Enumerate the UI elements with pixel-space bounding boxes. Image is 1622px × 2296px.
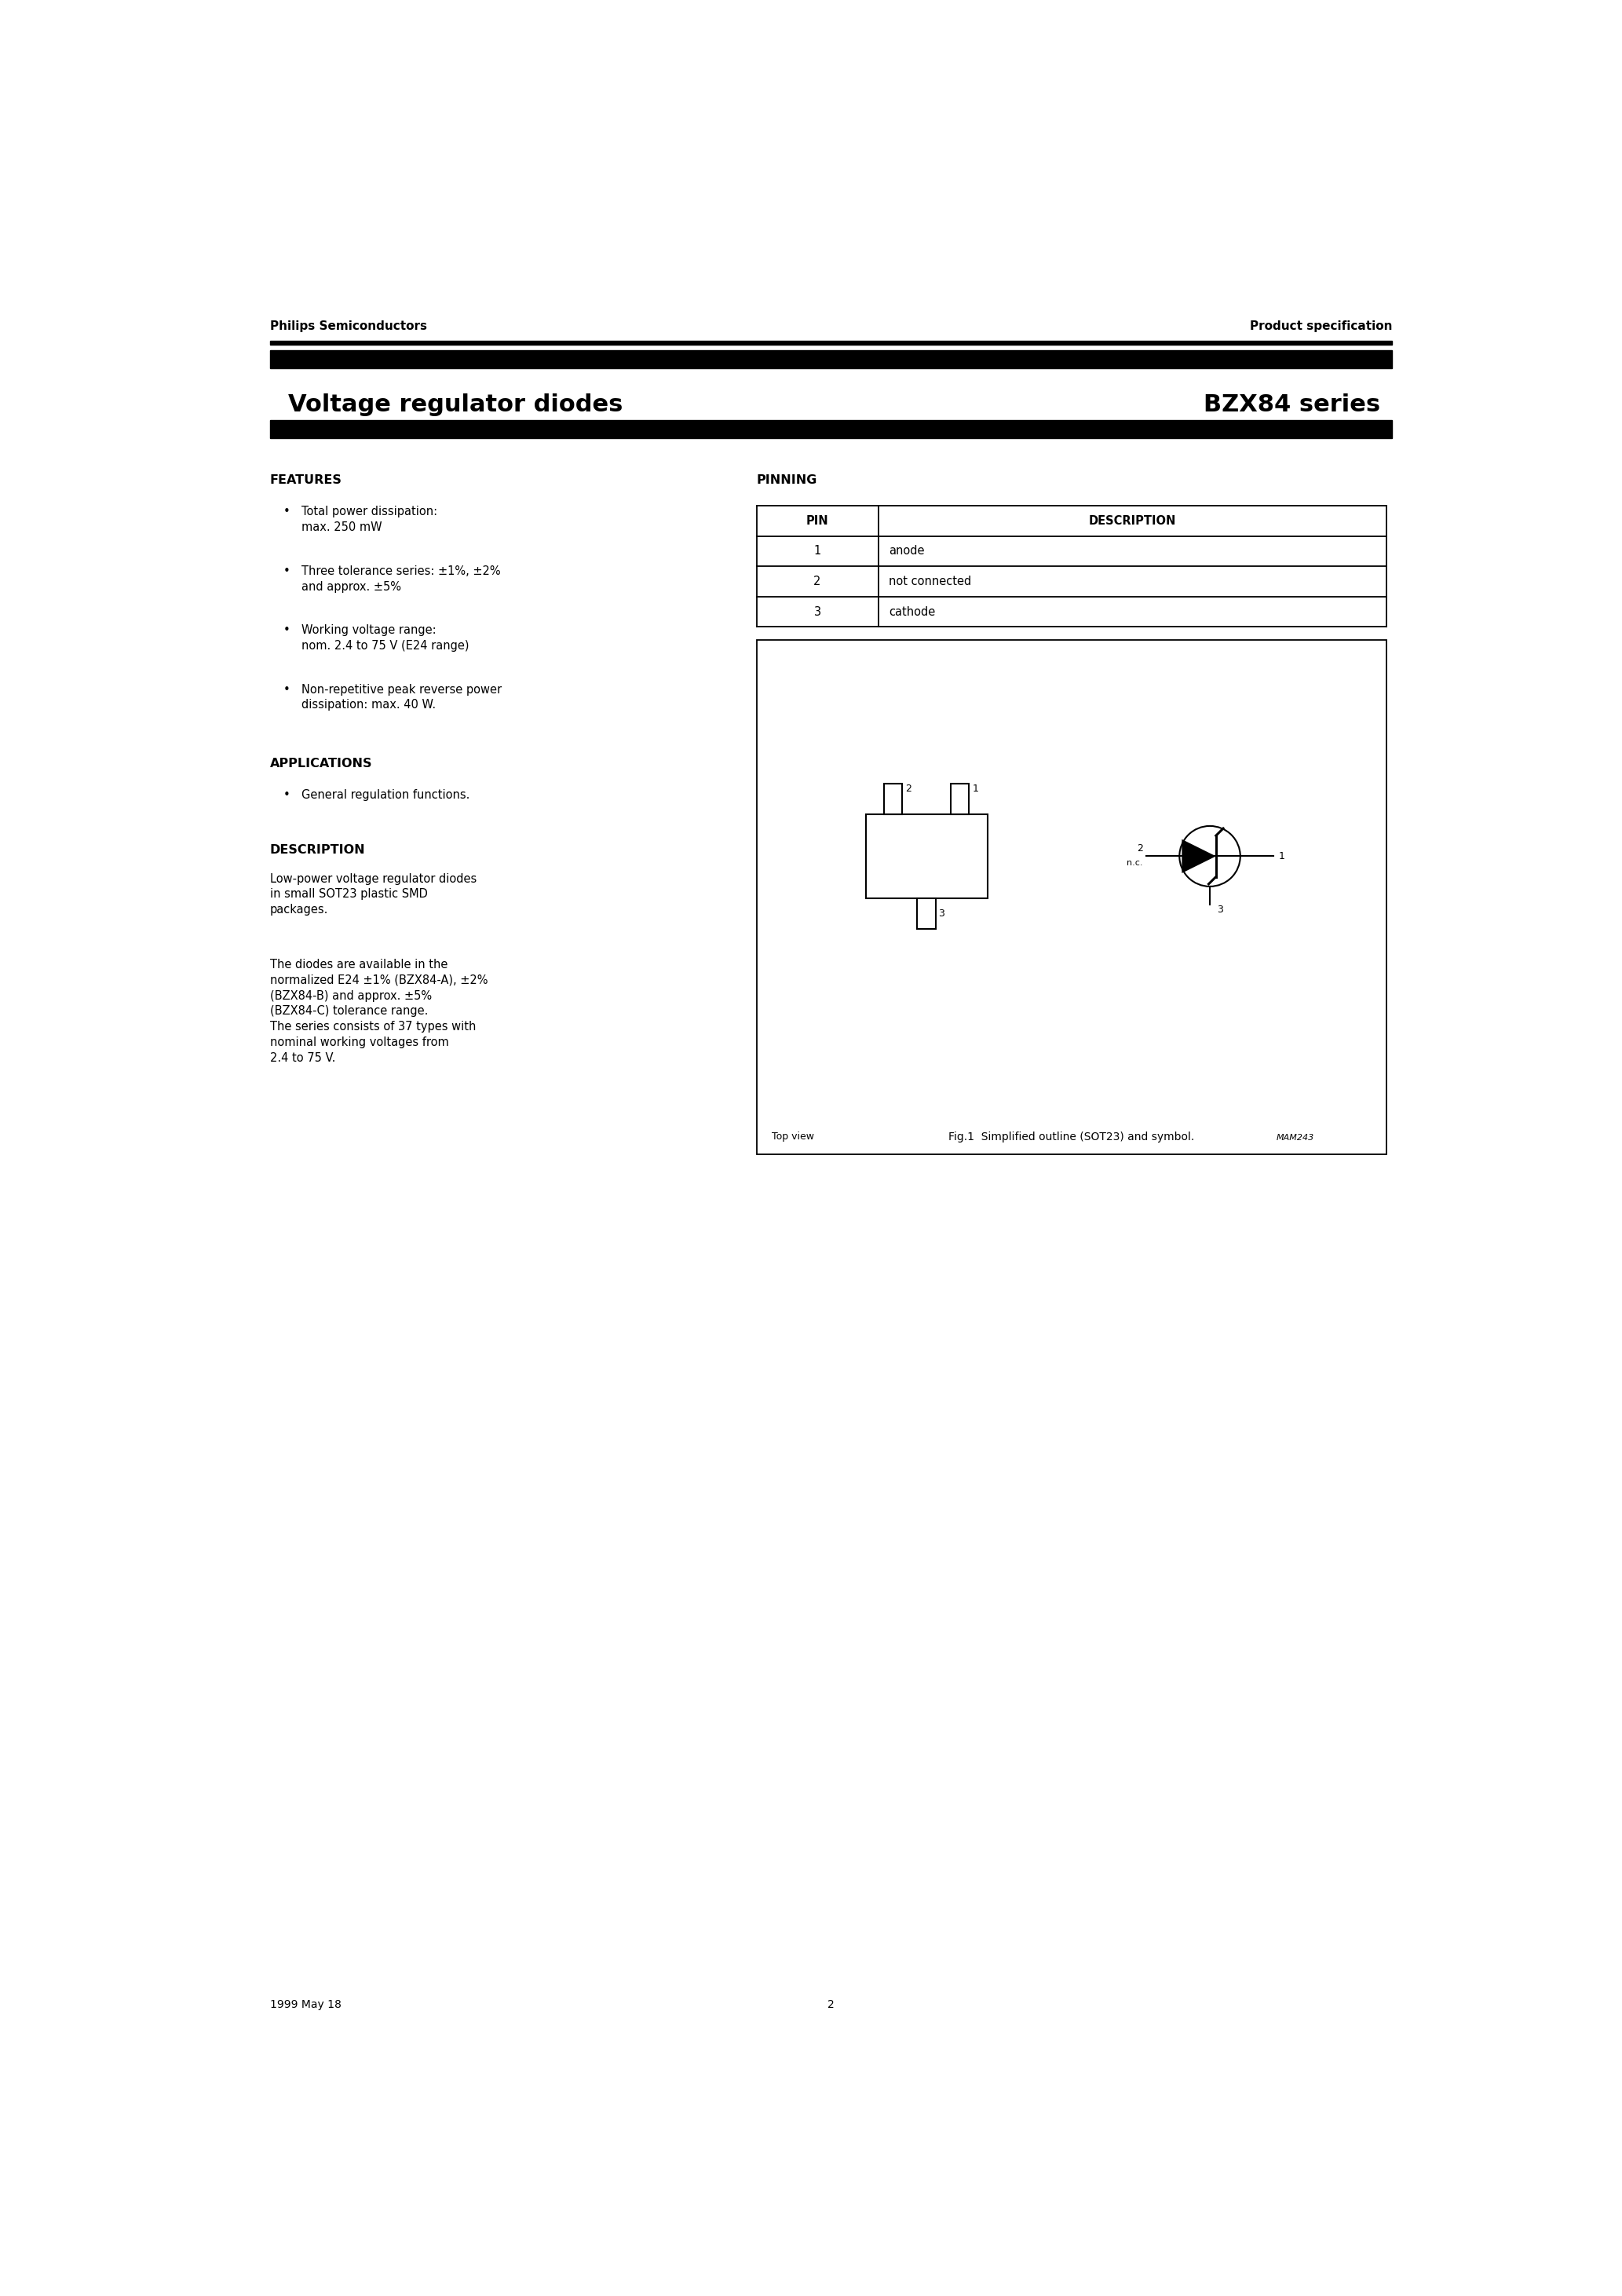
Text: not connected: not connected (889, 576, 972, 588)
Text: n.c.: n.c. (1127, 859, 1144, 868)
Text: Three tolerance series: ±1%, ±2%
and approx. ±5%: Three tolerance series: ±1%, ±2% and app… (302, 565, 501, 592)
Text: 2: 2 (905, 783, 912, 794)
Bar (269, 340, 1392, 344)
Text: General regulation functions.: General regulation functions. (302, 790, 470, 801)
Text: The diodes are available in the
normalized E24 ±1% (BZX84-A), ±2%
(BZX84-B) and : The diodes are available in the normaliz… (269, 960, 488, 1063)
Text: Product specification: Product specification (1251, 319, 1392, 333)
Text: 2: 2 (827, 2000, 834, 2011)
Text: •: • (284, 565, 290, 576)
Text: •: • (284, 505, 290, 517)
Text: APPLICATIONS: APPLICATIONS (269, 758, 371, 769)
Text: 1999 May 18: 1999 May 18 (269, 2000, 341, 2011)
Text: DESCRIPTION: DESCRIPTION (269, 845, 365, 856)
Text: Non-repetitive peak reverse power
dissipation: max. 40 W.: Non-repetitive peak reverse power dissip… (302, 684, 501, 712)
Bar (884, 783, 902, 813)
Text: •: • (284, 684, 290, 696)
Text: MAM243: MAM243 (1277, 1134, 1314, 1141)
Text: cathode: cathode (889, 606, 936, 618)
Text: Low-power voltage regulator diodes
in small SOT23 plastic SMD
packages.: Low-power voltage regulator diodes in sm… (269, 872, 477, 916)
Bar (269, 420, 1392, 439)
Bar (866, 813, 988, 898)
Bar (269, 351, 1392, 370)
Text: •: • (284, 790, 290, 801)
Text: FEATURES: FEATURES (269, 475, 342, 487)
Text: DESCRIPTION: DESCRIPTION (1088, 514, 1176, 526)
Text: 1: 1 (1278, 852, 1285, 861)
Text: 3: 3 (1216, 905, 1223, 914)
Text: Voltage regulator diodes: Voltage regulator diodes (289, 393, 623, 416)
Text: PINNING: PINNING (756, 475, 817, 487)
Text: •: • (284, 625, 290, 636)
Text: 1: 1 (814, 546, 821, 558)
Text: 2: 2 (1137, 843, 1144, 854)
Text: Total power dissipation:
max. 250 mW: Total power dissipation: max. 250 mW (302, 505, 438, 533)
Text: 1: 1 (972, 783, 978, 794)
Polygon shape (1182, 840, 1216, 872)
Text: Working voltage range:
nom. 2.4 to 75 V (E24 range): Working voltage range: nom. 2.4 to 75 V … (302, 625, 469, 652)
Text: Fig.1  Simplified outline (SOT23) and symbol.: Fig.1 Simplified outline (SOT23) and sym… (949, 1132, 1194, 1143)
Bar (756, 641, 1387, 1155)
Text: 3: 3 (814, 606, 821, 618)
Text: 3: 3 (939, 909, 946, 918)
Bar (950, 783, 968, 813)
Text: Philips Semiconductors: Philips Semiconductors (269, 319, 427, 333)
Bar (918, 898, 936, 930)
Text: 2: 2 (814, 576, 821, 588)
Text: PIN: PIN (806, 514, 829, 526)
Text: anode: anode (889, 546, 925, 558)
Text: Top view: Top view (772, 1132, 814, 1141)
Text: BZX84 series: BZX84 series (1204, 393, 1380, 416)
